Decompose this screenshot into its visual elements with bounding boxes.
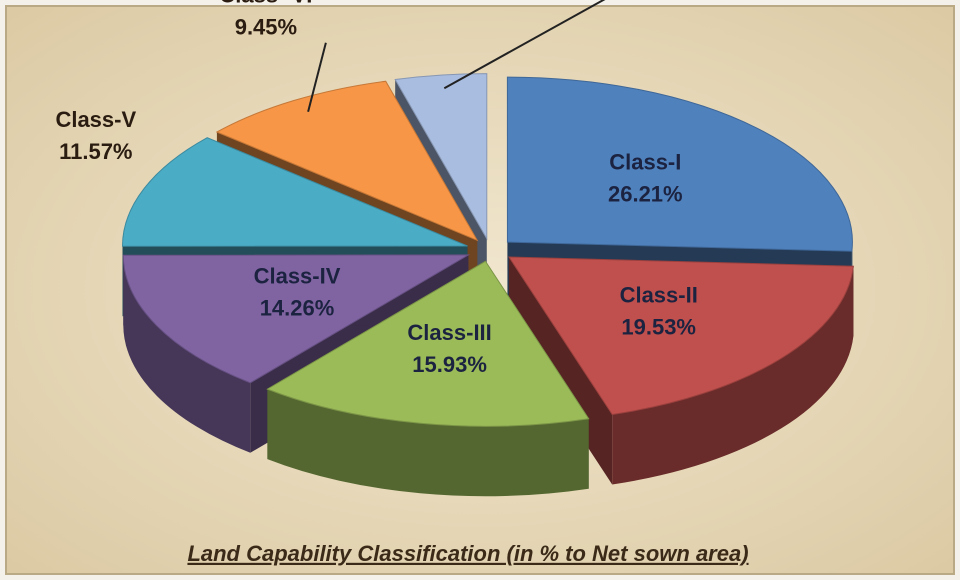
slice-top bbox=[394, 73, 488, 241]
leader-line bbox=[307, 42, 327, 113]
value-label: 26.21% bbox=[608, 182, 683, 207]
slice-top bbox=[508, 256, 854, 416]
leader-line bbox=[443, 0, 606, 90]
slice-label: Class-I bbox=[609, 150, 681, 175]
slice-side bbox=[267, 389, 589, 497]
slice-top bbox=[266, 260, 590, 427]
slice-top bbox=[215, 80, 479, 242]
slice bbox=[508, 256, 854, 485]
slice-label: Class- VI bbox=[219, 0, 312, 8]
chart-title: Land Capability Classification (in % to … bbox=[187, 541, 748, 566]
value-label: 9.45% bbox=[235, 15, 297, 40]
slice-side bbox=[123, 255, 251, 453]
slice-label: Class-IV bbox=[254, 264, 341, 289]
pie: Class-I 26.21% Class-II 19.53% Class-III 15.9… bbox=[55, 0, 854, 497]
value-label: 11.57% bbox=[59, 139, 132, 164]
slice-label: Class-III bbox=[407, 320, 491, 345]
slice bbox=[266, 260, 590, 497]
slice-label: Class-V bbox=[55, 107, 136, 132]
value-label: 15.93% bbox=[412, 352, 487, 377]
slice-top bbox=[122, 254, 471, 384]
slice-side bbox=[612, 266, 854, 485]
value-label: 19.53% bbox=[621, 315, 696, 340]
slice-top bbox=[506, 76, 853, 252]
slice-label: Class-II bbox=[620, 283, 698, 308]
slice-top bbox=[121, 137, 468, 247]
value-label: 14.26% bbox=[260, 296, 335, 321]
